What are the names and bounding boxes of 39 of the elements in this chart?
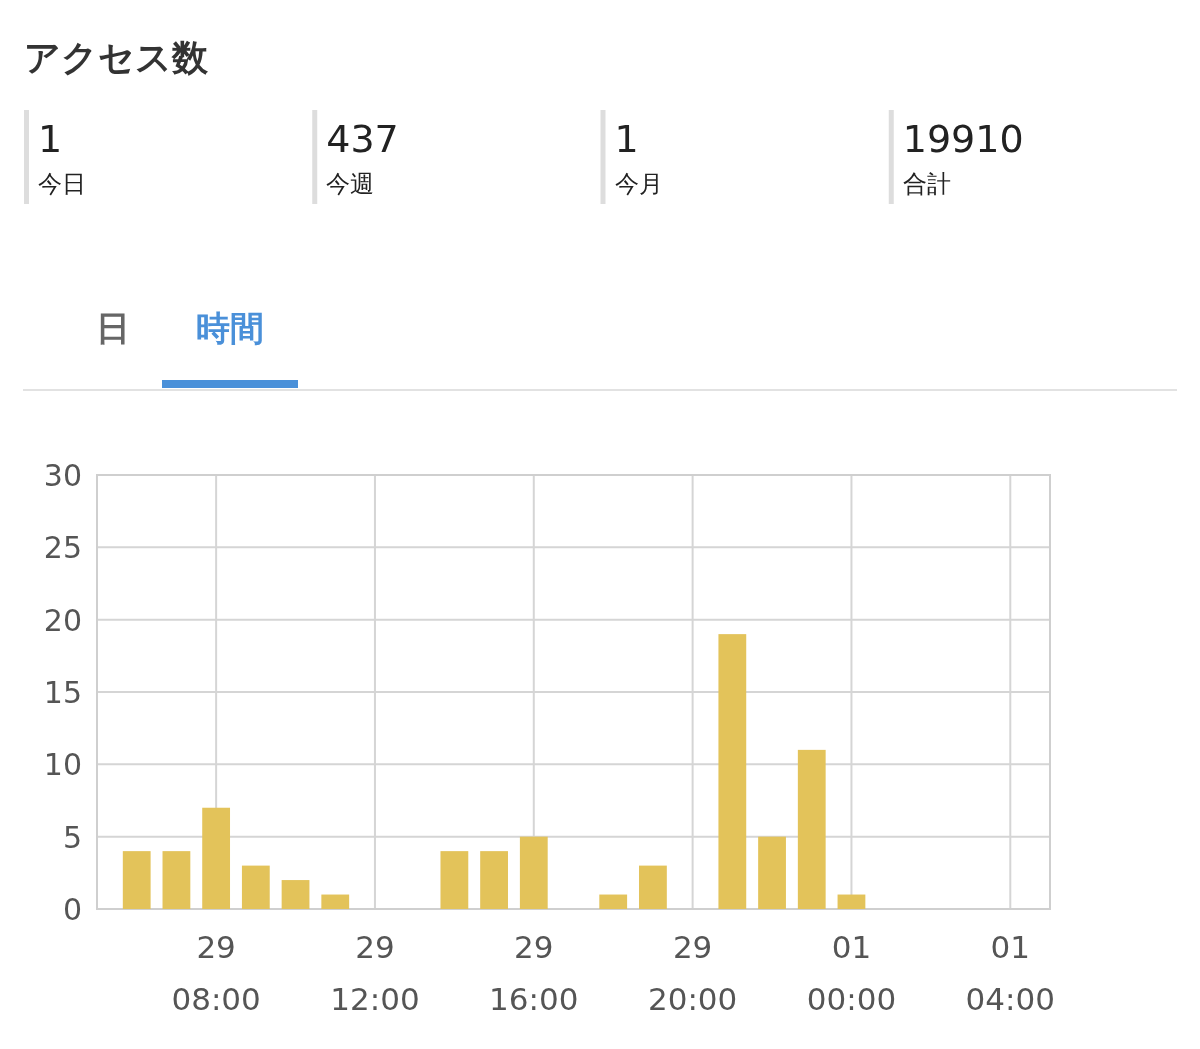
data-label: 437 [326,117,399,161]
category-label: 今週 [326,170,375,198]
x-tick-label: 29 20:00 [647,929,738,1017]
category-label: 合計 [902,170,951,198]
y-tick-label: 20 [43,602,82,638]
bar [202,807,231,909]
category-label: 今月 [614,170,663,198]
y-tick-label: 25 [43,530,82,566]
bar [639,865,667,909]
bar [837,894,866,909]
x-tick-label: 29 08:00 [171,929,261,1017]
bar [321,894,350,909]
bar [480,851,508,909]
y-tick-label: 30 [43,458,82,493]
bar [122,851,151,909]
bar [440,851,469,909]
x-tick-label: 29 12:00 [330,929,420,1017]
bar [241,865,270,909]
text: アクセス数 [24,37,209,78]
category-label: 今日 [38,170,86,198]
bar [162,851,191,909]
bar [519,836,548,909]
y-tick-label: 0 [62,892,82,927]
x-tick-label: 01 04:00 [965,929,1055,1017]
x-tick-label: 29 16:00 [489,929,579,1017]
text: 時間 [196,308,264,348]
y-tick-label: 10 [43,747,82,783]
text: 日 [96,308,130,348]
y-tick-label: 15 [43,675,82,710]
data-label: 1 [614,117,639,161]
bar [718,634,747,909]
bar [797,749,826,909]
bar [599,894,628,909]
bar [758,836,786,909]
bar [281,880,310,909]
y-tick-label: 5 [62,819,82,855]
data-label: 19910 [902,117,1024,161]
x-tick-label: 01 00:00 [806,929,897,1017]
data-label: 1 [38,117,63,161]
